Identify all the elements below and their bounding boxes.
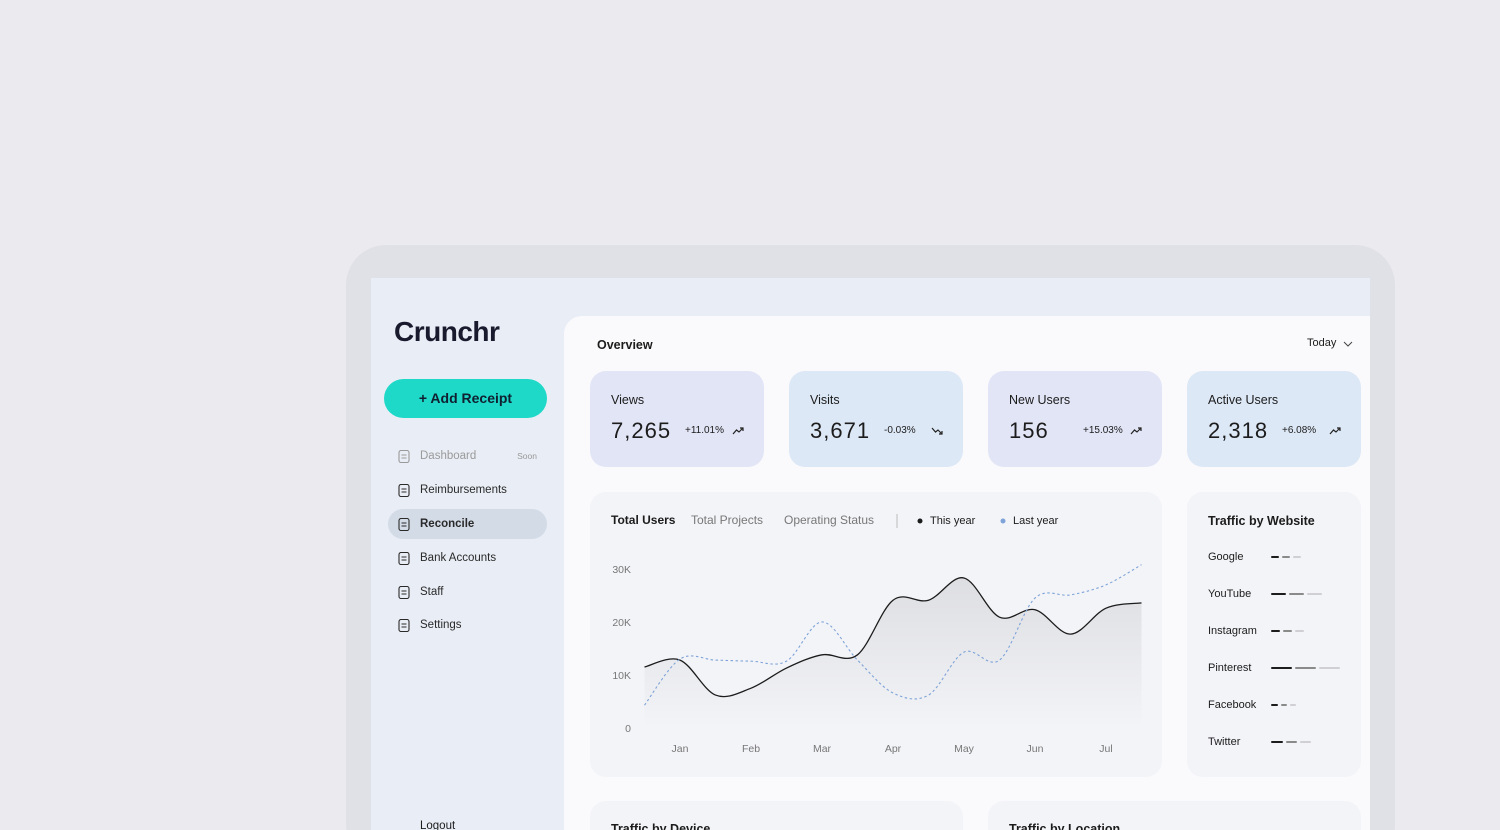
period-select[interactable]: Today [1307,337,1337,349]
area-fill [644,577,1142,729]
site-bar [1271,593,1286,595]
site-label: Twitter [1208,736,1241,748]
trend-icon [732,427,744,435]
panel-title: Traffic by Device [611,822,711,830]
stat-value: 3,671 [810,418,871,443]
stat-card: Active Users 2,318 +6.08% [1187,371,1361,467]
y-tick-label: 20K [612,617,631,629]
legend-label: This year [930,515,976,527]
logo: Crunchr [394,316,500,347]
legend-dot [1000,518,1006,524]
stat-value: 2,318 [1208,418,1269,443]
site-label: Facebook [1208,699,1257,711]
traffic-title: Traffic by Website [1208,514,1315,528]
x-tick-label: Mar [813,743,832,755]
nav-icon [398,585,410,599]
y-tick-label: 30K [612,564,631,576]
x-tick-label: Jan [672,743,689,755]
site-bar [1295,667,1316,669]
nav-label: Reconcile [420,518,475,530]
site-bar [1281,704,1287,706]
chart-tab: Operating Status [784,513,874,527]
nav-label: Settings [420,619,462,632]
stat-value: 7,265 [611,418,672,443]
add-receipt-button[interactable]: + Add Receipt [384,379,547,418]
trend-icon [931,427,943,435]
overview-title: Overview [597,338,653,352]
logout[interactable]: Logout [420,820,456,830]
site-bar [1286,741,1297,743]
site-bar [1271,556,1279,558]
panel-title: Traffic by Location [1009,822,1121,830]
y-tick-label: 10K [612,670,631,682]
site-bar [1271,704,1278,706]
site-bar [1300,741,1311,743]
site-label: Pinterest [1208,662,1251,674]
trend-icon [1130,427,1142,435]
nav-label: Bank Accounts [420,551,497,564]
nav-icon [398,450,410,464]
site-bar [1282,556,1290,558]
site-bar [1293,556,1301,558]
chart-tab: Total Users [611,513,676,527]
site-label: Instagram [1208,625,1257,637]
stat-value: 156 [1009,418,1049,443]
chart-tab: Total Projects [691,513,763,527]
site-bar [1295,630,1304,632]
legend-label: Last year [1013,515,1059,527]
site-label: Google [1208,551,1243,563]
nav-label: Reimbursements [420,484,507,497]
stat-label: Visits [810,393,840,407]
site-bar [1307,593,1322,595]
traffic-panel [1187,492,1361,777]
stat-change: +11.01% [685,425,725,436]
legend-dot [917,518,923,524]
site-bar [1271,741,1283,743]
site-bar [1283,630,1292,632]
nav-item[interactable]: Reimbursements [388,475,547,505]
nav-icon [398,518,410,531]
site-bar [1319,667,1340,669]
nav-label: Staff [420,585,444,598]
site-bar [1271,630,1280,632]
device-panel [590,801,963,830]
nav-label: Dashboard [420,450,477,463]
trend-icon [1329,427,1341,435]
location-panel [988,801,1361,830]
stat-label: New Users [1009,393,1071,407]
nav-icon [398,551,410,565]
nav-icon [398,619,410,633]
nav-item[interactable]: Dashboard Soon [388,441,547,471]
nav-item[interactable]: Settings [388,610,547,640]
x-tick-label: Jul [1099,743,1112,755]
stat-label: Views [611,393,645,407]
nav-icon [398,484,410,498]
nav-item[interactable]: Bank Accounts [388,543,547,573]
site-bar [1289,593,1304,595]
stat-label: Active Users [1208,393,1279,407]
x-tick-label: May [954,743,975,755]
x-tick-label: Jun [1027,743,1044,755]
nav-item[interactable]: Staff [388,577,547,607]
stat-change: +6.08% [1282,425,1317,436]
series-line [644,577,1142,698]
nav-item[interactable]: Reconcile [388,509,547,539]
stat-card: Visits 3,671 -0.03% [789,371,963,467]
stat-change: +15.03% [1083,425,1123,436]
y-tick-label: 0 [625,723,631,735]
stat-card: Views 7,265 +11.01% [590,371,764,467]
stat-card: New Users 156 +15.03% [988,371,1162,467]
site-bar [1271,667,1292,669]
series-line [644,564,1142,706]
nav-badge: Soon [517,451,537,462]
x-tick-label: Feb [742,743,760,755]
x-tick-label: Apr [885,743,902,755]
site-label: YouTube [1208,588,1251,600]
stat-change: -0.03% [884,425,916,436]
site-bar [1290,704,1296,706]
chevron [1343,341,1353,347]
